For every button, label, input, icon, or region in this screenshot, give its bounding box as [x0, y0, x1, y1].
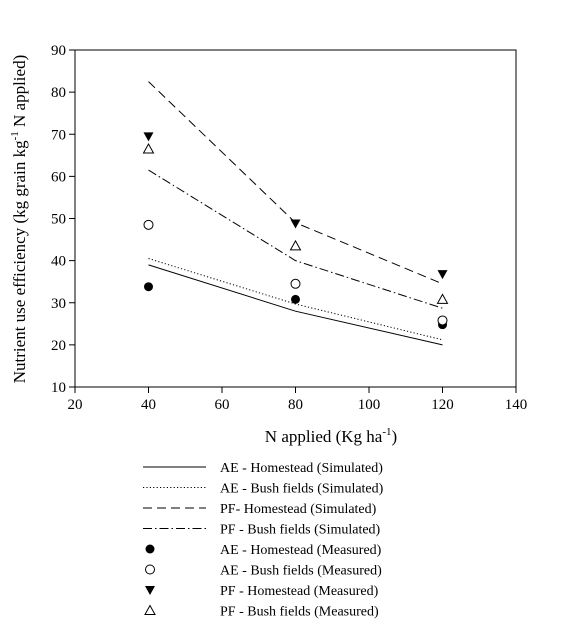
- legend-label: PF- Homestead (Simulated): [220, 502, 377, 517]
- legend-item: PF- Homestead (Simulated): [143, 502, 377, 517]
- y-tick-label: 60: [51, 169, 66, 185]
- y-tick-label: 20: [51, 338, 66, 354]
- series-line: [148, 258, 443, 341]
- data-point: [437, 270, 448, 280]
- data-point: [291, 294, 300, 304]
- plot-frame: [74, 49, 517, 388]
- legend-item: PF - Bush fields (Simulated): [143, 523, 381, 538]
- data-point: [142, 142, 155, 154]
- series-line: [148, 169, 443, 309]
- legend-item: AE - Bush fields (Simulated): [143, 482, 384, 497]
- legend-item: PF - Homestead (Measured): [145, 584, 379, 599]
- legend-item: PF - Bush fields (Measured): [144, 604, 379, 620]
- legend-label: AE - Homestead (Measured): [220, 543, 382, 558]
- legend-swatch-marker: [145, 544, 155, 554]
- plot-area: [74, 49, 517, 388]
- series-2: [148, 258, 443, 341]
- data-point: [436, 293, 449, 304]
- y-tick-label: 10: [51, 380, 66, 396]
- series-layer: [142, 81, 449, 346]
- x-axis-title-main: N applied (Kg ha: [265, 427, 383, 446]
- data-point: [143, 219, 154, 230]
- legend-label: AE - Homestead (Simulated): [220, 461, 383, 476]
- x-tick-label: 120: [431, 397, 454, 413]
- legend-item: AE - Bush fields (Measured): [145, 564, 382, 579]
- y-tick-label: 90: [51, 43, 66, 59]
- series-6: [143, 219, 448, 326]
- legend-item: AE - Homestead (Measured): [145, 543, 382, 558]
- series-7: [143, 132, 448, 280]
- legend-swatch-marker: [145, 564, 155, 575]
- legend-label: PF - Bush fields (Measured): [220, 605, 379, 620]
- series-3: [148, 81, 443, 285]
- legend-label: PF - Bush fields (Simulated): [220, 523, 381, 538]
- data-point: [437, 315, 448, 326]
- legend-label: PF - Homestead (Measured): [220, 584, 379, 599]
- x-axis-title: N applied (Kg ha-1): [265, 426, 397, 446]
- x-axis-title-superscript: -1: [382, 426, 391, 438]
- legend-swatch-marker: [145, 586, 155, 595]
- y-tick-label: 70: [51, 127, 66, 143]
- data-point: [290, 278, 301, 289]
- y-tick-label: 50: [51, 212, 66, 228]
- series-5: [144, 282, 447, 330]
- data-point: [289, 239, 302, 251]
- axis-titles: N applied (Kg ha-1) Nutrient use efficie…: [9, 55, 397, 446]
- series-4: [148, 169, 443, 309]
- data-point: [290, 219, 301, 229]
- data-point: [144, 282, 153, 292]
- y-tick-label: 30: [51, 296, 66, 312]
- x-tick-label: 100: [358, 397, 381, 413]
- legend-swatch-marker: [144, 604, 156, 615]
- data-point: [143, 132, 154, 142]
- legend: AE - Homestead (Simulated) AE - Bush fiel…: [143, 461, 384, 620]
- legend-label: AE - Bush fields (Measured): [220, 564, 382, 579]
- x-tick-label: 140: [505, 397, 528, 413]
- y-axis-title-end: N applied): [10, 55, 29, 131]
- y-axis-title-superscript: -1: [9, 131, 21, 140]
- x-tick-label: 80: [288, 397, 303, 413]
- x-axis-title-end: ): [392, 427, 398, 446]
- x-tick-label: 40: [141, 397, 156, 413]
- series-line: [148, 264, 443, 346]
- y-axis-title: Nutrient use efficiency (kg grain kg-1 N…: [9, 55, 29, 383]
- x-tick-label: 60: [215, 397, 230, 413]
- y-tick-label: 80: [51, 85, 66, 101]
- legend-item: AE - Homestead (Simulated): [143, 461, 383, 476]
- legend-label: AE - Bush fields (Simulated): [220, 482, 384, 497]
- series-8: [142, 142, 449, 304]
- series-line: [148, 81, 443, 285]
- x-tick-label: 20: [68, 397, 83, 413]
- series-1: [148, 264, 443, 346]
- y-axis-title-main: Nutrient use efficiency (kg grain kg: [10, 140, 29, 383]
- y-tick-label: 40: [51, 254, 66, 270]
